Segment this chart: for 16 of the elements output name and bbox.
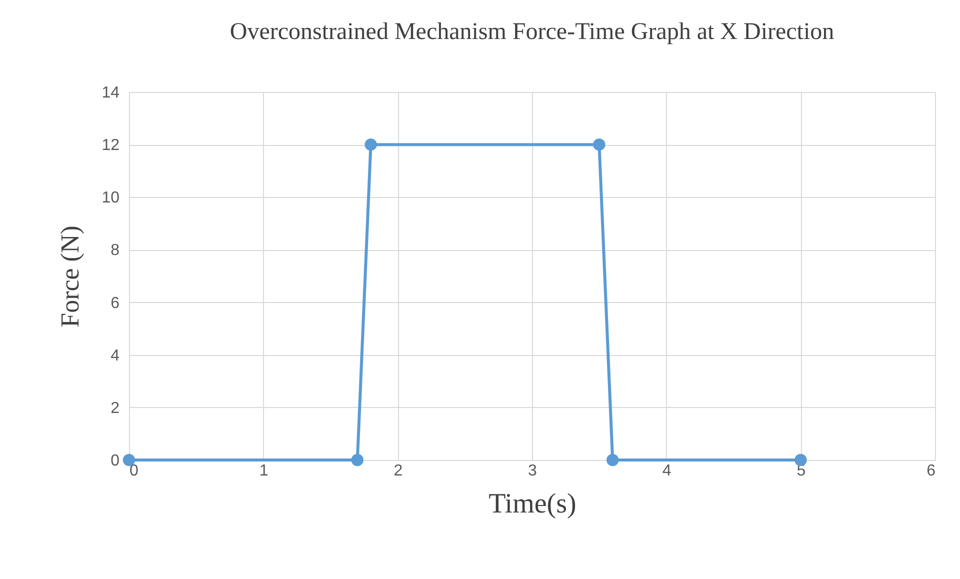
y-tick-label: 6	[110, 294, 120, 312]
x-tick-label: 1	[259, 462, 268, 480]
x-tick-label: 0	[130, 462, 138, 480]
chart-title: Overconstrained Mechanism Force-Time Graph at X Direction	[230, 19, 834, 45]
y-tick-label: 8	[110, 242, 120, 260]
y-tick-label: 4	[110, 347, 120, 364]
x-axis-title: Time(s)	[488, 488, 576, 520]
y-tick-label: 14	[102, 84, 120, 102]
x-tick-label: 4	[662, 462, 672, 480]
y-tick-label: 2	[110, 400, 120, 417]
y-tick-label: 10	[102, 190, 120, 207]
y-tick-label: 12	[102, 137, 120, 154]
x-tick-label: 3	[528, 462, 538, 480]
x-tick-label: 2	[394, 462, 403, 480]
y-axis-title: Force (N)	[56, 226, 85, 328]
x-tick-label: 6	[926, 462, 936, 480]
